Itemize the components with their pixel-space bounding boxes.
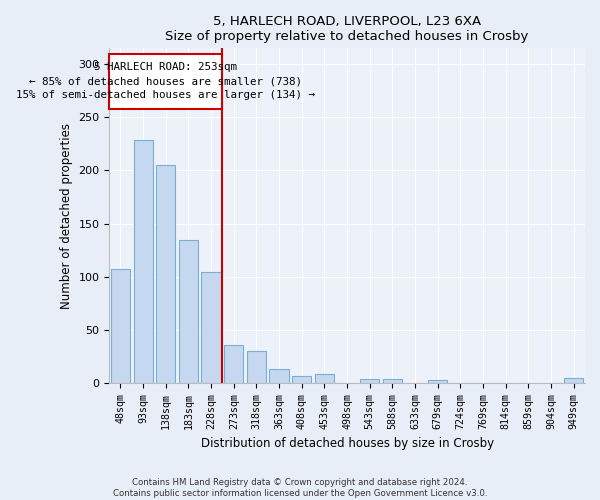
Bar [428,380,448,383]
Bar [315,374,334,383]
Title: 5, HARLECH ROAD, LIVERPOOL, L23 6XA
Size of property relative to detached houses: 5, HARLECH ROAD, LIVERPOOL, L23 6XA Size… [166,15,529,43]
Bar [292,376,311,383]
Bar [269,369,289,383]
Bar [202,272,221,383]
X-axis label: Distribution of detached houses by size in Crosby: Distribution of detached houses by size … [200,437,494,450]
Bar [247,351,266,383]
Bar [360,378,379,383]
Bar [111,270,130,383]
Bar [134,140,153,383]
Bar [383,378,402,383]
Bar [564,378,583,383]
Bar [156,165,175,383]
Y-axis label: Number of detached properties: Number of detached properties [60,122,73,308]
Bar [224,344,244,383]
Bar [179,240,198,383]
Text: 15% of semi-detached houses are larger (134) →: 15% of semi-detached houses are larger (… [16,90,315,100]
Text: 5 HARLECH ROAD: 253sqm: 5 HARLECH ROAD: 253sqm [94,62,237,72]
Text: ← 85% of detached houses are smaller (738): ← 85% of detached houses are smaller (73… [29,76,302,86]
Bar [109,54,223,109]
Text: Contains HM Land Registry data © Crown copyright and database right 2024.
Contai: Contains HM Land Registry data © Crown c… [113,478,487,498]
